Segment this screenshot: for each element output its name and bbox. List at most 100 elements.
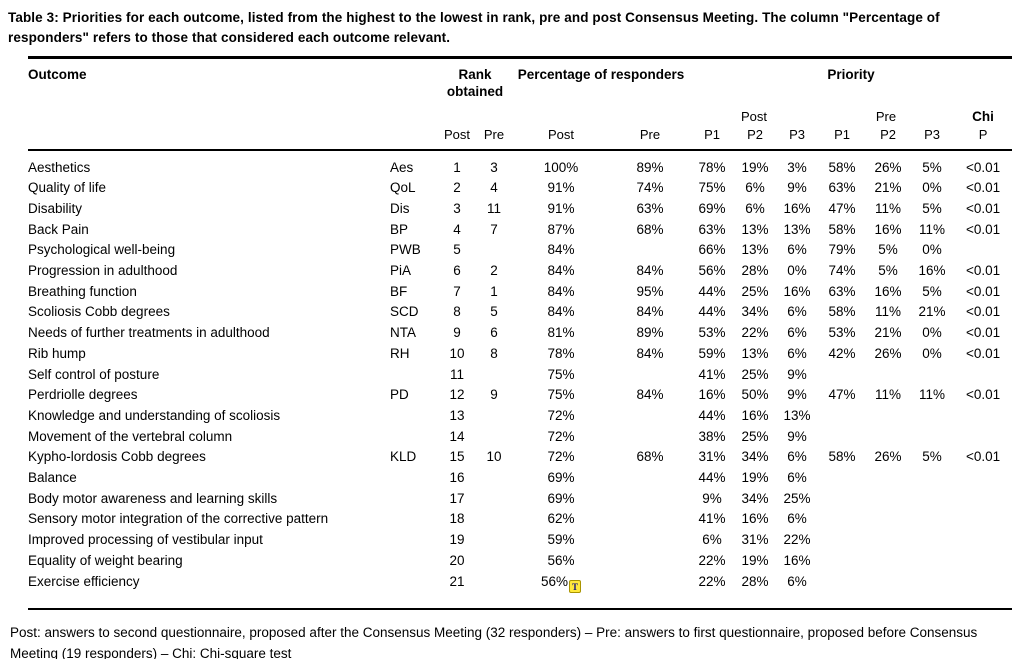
cell-pct-post: 72% bbox=[547, 428, 575, 444]
table-row: Kypho-lordosis Cobb degrees KLD 15 10 72% 68%… bbox=[28, 447, 1012, 468]
table-footnote: Post: answers to second questionnaire, p… bbox=[10, 624, 978, 659]
cell-rank-post: 11 bbox=[449, 366, 464, 382]
header-post-p3: P3 bbox=[789, 126, 805, 142]
cell-rank-post: 9 bbox=[453, 325, 461, 341]
table-container: Outcome Rank obtained Percentage of resp… bbox=[28, 56, 1013, 610]
text-annotation-icon[interactable]: T bbox=[569, 579, 582, 593]
cell-chi-p bbox=[954, 572, 1012, 609]
cell-pre-p2 bbox=[866, 572, 910, 609]
cell-pct-post: 62% bbox=[547, 511, 575, 527]
cell-pre-p1: 42% bbox=[828, 345, 856, 361]
table-row: Perdriolle degrees PD 12 9 75% 84% 16% 50% 9% 47%… bbox=[28, 385, 1012, 406]
cell-outcome: Improved processing of vestibular input bbox=[28, 532, 263, 548]
cell-pre-p2: 11% bbox=[875, 304, 902, 320]
cell-post-p1: 38% bbox=[698, 428, 726, 444]
cell-abbr bbox=[385, 530, 438, 551]
cell-rank-pre: 4 bbox=[490, 180, 498, 196]
cell-post-p3: 22% bbox=[783, 532, 811, 548]
cell-rank-pre: 11 bbox=[487, 200, 502, 216]
cell-rank-post: 3 bbox=[453, 200, 461, 216]
cell-post-p3: 9% bbox=[787, 366, 807, 382]
cell-abbr bbox=[385, 406, 438, 427]
cell-pre-p1 bbox=[818, 468, 866, 489]
cell-post-p1: 66% bbox=[698, 242, 726, 258]
cell-pre-p1: 58% bbox=[828, 449, 856, 465]
cell-post-p2: 6% bbox=[745, 200, 765, 216]
cell-pct-pre: 89% bbox=[636, 159, 664, 175]
cell-outcome: Progression in adulthood bbox=[28, 263, 178, 279]
cell-pct-pre: 95% bbox=[636, 283, 664, 299]
cell-pre-p3: 0% bbox=[922, 325, 942, 341]
cell-pre-p2: 21% bbox=[874, 325, 902, 341]
cell-pct-post: 56% T bbox=[512, 572, 610, 609]
cell-post-p1: 59% bbox=[698, 345, 726, 361]
cell-pre-p1 bbox=[818, 509, 866, 530]
cell-abbr: PiA bbox=[390, 263, 412, 279]
cell-abbr bbox=[385, 551, 438, 572]
cell-pre-p1: 58% bbox=[828, 304, 856, 320]
cell-post-p2: 13% bbox=[741, 345, 769, 361]
cell-pct-post: 91% bbox=[547, 200, 575, 216]
cell-post-p1: 63% bbox=[698, 221, 726, 237]
cell-pre-p2: 5% bbox=[878, 263, 898, 279]
table-header: Outcome Rank obtained Percentage of resp… bbox=[28, 58, 1013, 150]
cell-pct-post: 91% bbox=[547, 180, 575, 196]
cell-pct-pre: 74% bbox=[636, 180, 664, 196]
table-row: Back Pain BP 4 7 87% 68% 63% 13% 13% 58% 16% 11% <0.… bbox=[28, 220, 1012, 241]
table-row: Progression in adulthood PiA 6 2 84% 84% 56% 28… bbox=[28, 261, 1012, 282]
cell-post-p3: 9% bbox=[787, 180, 807, 196]
cell-pre-p2 bbox=[866, 406, 910, 427]
cell-post-p2: 31% bbox=[741, 532, 769, 548]
cell-chi-p: <0.01 bbox=[965, 304, 1001, 320]
cell-chi-p: <0.01 bbox=[965, 345, 1001, 361]
cell-rank-post: 10 bbox=[449, 345, 465, 361]
cell-pre-p3: 5% bbox=[922, 449, 942, 465]
cell-pre-p1 bbox=[818, 489, 866, 510]
cell-pre-p3: 0% bbox=[922, 345, 942, 361]
cell-pre-p2 bbox=[866, 551, 910, 572]
cell-post-p1: 41% bbox=[698, 366, 726, 382]
cell-post-p3: 13% bbox=[783, 407, 811, 423]
cell-post-p3: 6% bbox=[787, 449, 807, 465]
cell-post-p1: 75% bbox=[698, 180, 726, 196]
cell-post-p1: 44% bbox=[698, 407, 726, 423]
cell-outcome: Disability bbox=[28, 200, 83, 216]
cell-pre-p1: 53% bbox=[828, 325, 856, 341]
cell-post-p1: 44% bbox=[698, 283, 726, 299]
cell-pct-post: 84% bbox=[547, 304, 575, 320]
table-row: Disability Dis 3 11 91% 63% 69% 6% 16% 47% 11% 5% <0… bbox=[28, 199, 1012, 220]
cell-outcome: Needs of further treatments in adulthood bbox=[28, 325, 270, 341]
cell-post-p1: 69% bbox=[698, 200, 726, 216]
cell-chi-p: <0.01 bbox=[965, 180, 1001, 196]
cell-pre-p3 bbox=[910, 551, 954, 572]
cell-post-p2: 34% bbox=[741, 490, 769, 506]
cell-pct-post: 87% bbox=[547, 221, 575, 237]
cell-post-p2: 13% bbox=[741, 221, 769, 237]
cell-rank-post: 5 bbox=[453, 242, 461, 258]
cell-pre-p1: 47% bbox=[828, 387, 856, 403]
cell-post-p3: 16% bbox=[783, 552, 811, 568]
cell-post-p1: 9% bbox=[702, 490, 722, 506]
cell-post-p2: 16% bbox=[741, 407, 769, 423]
cell-pct-pre: 63% bbox=[636, 200, 664, 216]
cell-pre-p2: 5% bbox=[878, 242, 898, 258]
cell-rank-pre: 5 bbox=[490, 304, 498, 320]
cell-pct-pre bbox=[610, 509, 690, 530]
cell-rank-post: 20 bbox=[449, 552, 465, 568]
cell-pct-post: 75% bbox=[547, 387, 575, 403]
header-chi: Chi bbox=[972, 108, 994, 124]
cell-pct-pre bbox=[610, 551, 690, 572]
cell-abbr: BF bbox=[390, 283, 408, 299]
cell-abbr: NTA bbox=[390, 325, 416, 341]
cell-pct-pre: 89% bbox=[636, 325, 664, 341]
cell-pct-pre: 68% bbox=[636, 221, 664, 237]
cell-abbr bbox=[385, 427, 438, 448]
cell-pre-p2: 26% bbox=[874, 345, 902, 361]
cell-outcome: Equality of weight bearing bbox=[28, 552, 183, 568]
cell-rank-pre: 7 bbox=[490, 221, 498, 237]
cell-pre-p3: 5% bbox=[922, 283, 942, 299]
cell-pre-p3 bbox=[910, 468, 954, 489]
table-row: Equality of weight bearing 20 56% 22% 19% 16% bbox=[28, 551, 1012, 572]
cell-post-p2: 25% bbox=[741, 283, 769, 299]
cell-pct-pre: 84% bbox=[636, 304, 664, 320]
